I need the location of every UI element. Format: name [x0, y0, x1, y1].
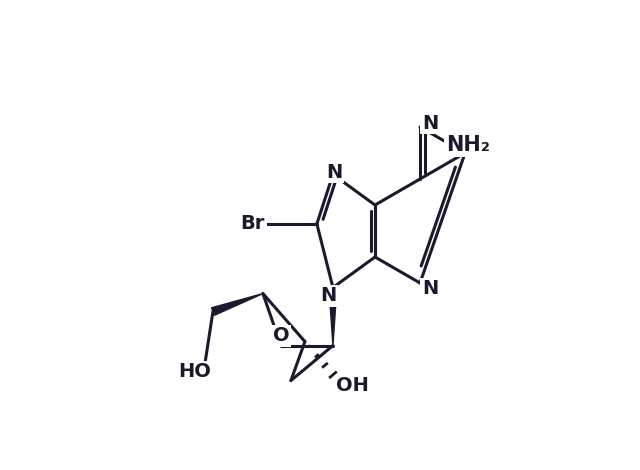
Polygon shape — [329, 288, 337, 345]
Text: N: N — [422, 280, 438, 298]
Polygon shape — [212, 294, 263, 315]
Text: NH₂: NH₂ — [446, 135, 490, 155]
Text: N: N — [320, 286, 336, 305]
Text: OH: OH — [337, 376, 369, 395]
Text: Br: Br — [241, 214, 265, 234]
Text: N: N — [326, 163, 342, 182]
Text: HO: HO — [179, 362, 211, 381]
Text: O: O — [273, 326, 289, 345]
Text: N: N — [422, 113, 438, 133]
